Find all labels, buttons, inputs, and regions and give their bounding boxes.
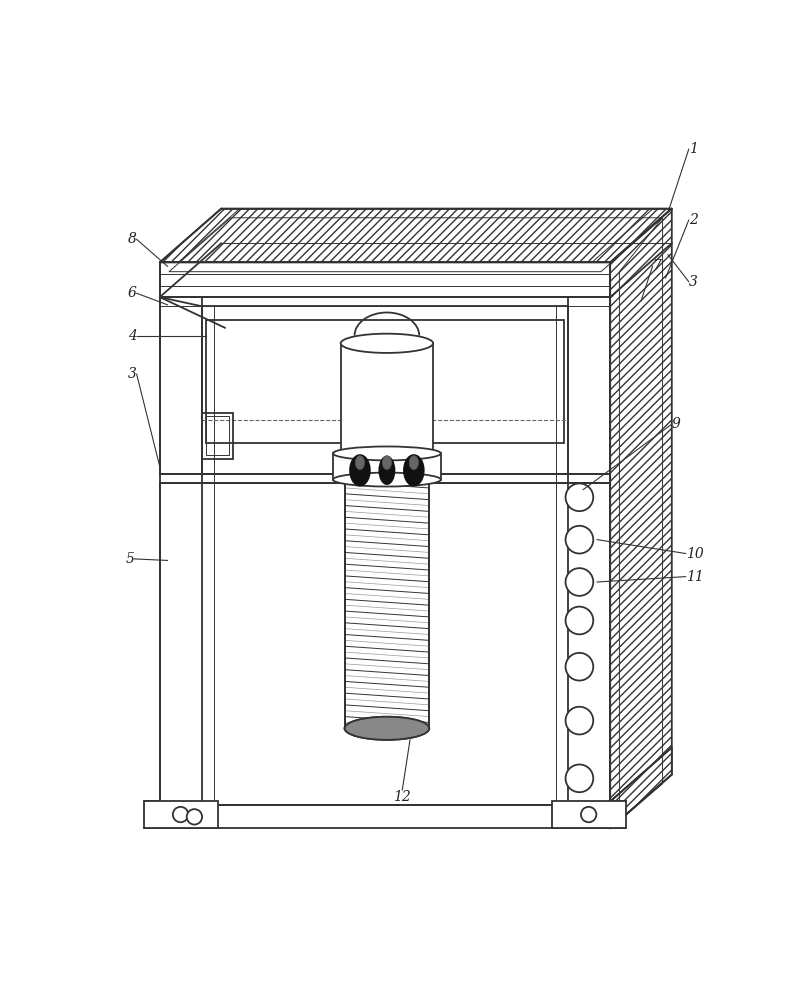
Circle shape [566, 483, 594, 511]
Ellipse shape [344, 463, 430, 478]
Text: 3: 3 [689, 275, 698, 289]
Ellipse shape [355, 456, 365, 470]
Circle shape [566, 568, 594, 596]
Circle shape [173, 807, 188, 822]
Circle shape [566, 707, 594, 734]
Ellipse shape [333, 473, 441, 487]
Bar [206, 320, 564, 443]
Circle shape [581, 807, 596, 822]
Bar [553, 801, 626, 828]
Text: 2: 2 [689, 213, 698, 227]
Text: 11: 11 [686, 570, 703, 584]
Text: 4: 4 [128, 329, 137, 343]
Circle shape [566, 653, 594, 681]
Text: 8: 8 [128, 232, 137, 246]
Ellipse shape [403, 454, 425, 487]
Bar [160, 297, 610, 474]
Ellipse shape [378, 456, 395, 485]
Ellipse shape [349, 454, 370, 487]
Circle shape [566, 607, 594, 634]
Bar [160, 262, 610, 828]
Ellipse shape [382, 456, 391, 470]
Text: 3: 3 [128, 367, 137, 381]
Text: 10: 10 [686, 547, 703, 561]
Ellipse shape [345, 717, 430, 740]
Ellipse shape [333, 446, 441, 460]
Bar [341, 343, 433, 470]
Text: 1: 1 [689, 142, 698, 156]
Text: 5: 5 [126, 552, 134, 566]
Text: 6: 6 [128, 286, 137, 300]
Polygon shape [160, 209, 672, 262]
Circle shape [566, 526, 594, 554]
Bar [202, 306, 568, 474]
Text: 9: 9 [672, 417, 681, 431]
Ellipse shape [341, 334, 433, 353]
Bar [333, 453, 441, 480]
Text: 7: 7 [653, 259, 662, 273]
Bar [144, 801, 218, 828]
Circle shape [566, 764, 594, 792]
Bar [206, 416, 229, 455]
Bar [345, 470, 430, 728]
Bar [160, 262, 610, 297]
Polygon shape [610, 209, 672, 828]
Circle shape [186, 809, 202, 825]
Bar [160, 483, 610, 805]
Text: 12: 12 [394, 790, 411, 804]
Polygon shape [610, 748, 672, 828]
Ellipse shape [410, 456, 418, 470]
Ellipse shape [345, 717, 430, 740]
Bar [202, 413, 233, 459]
